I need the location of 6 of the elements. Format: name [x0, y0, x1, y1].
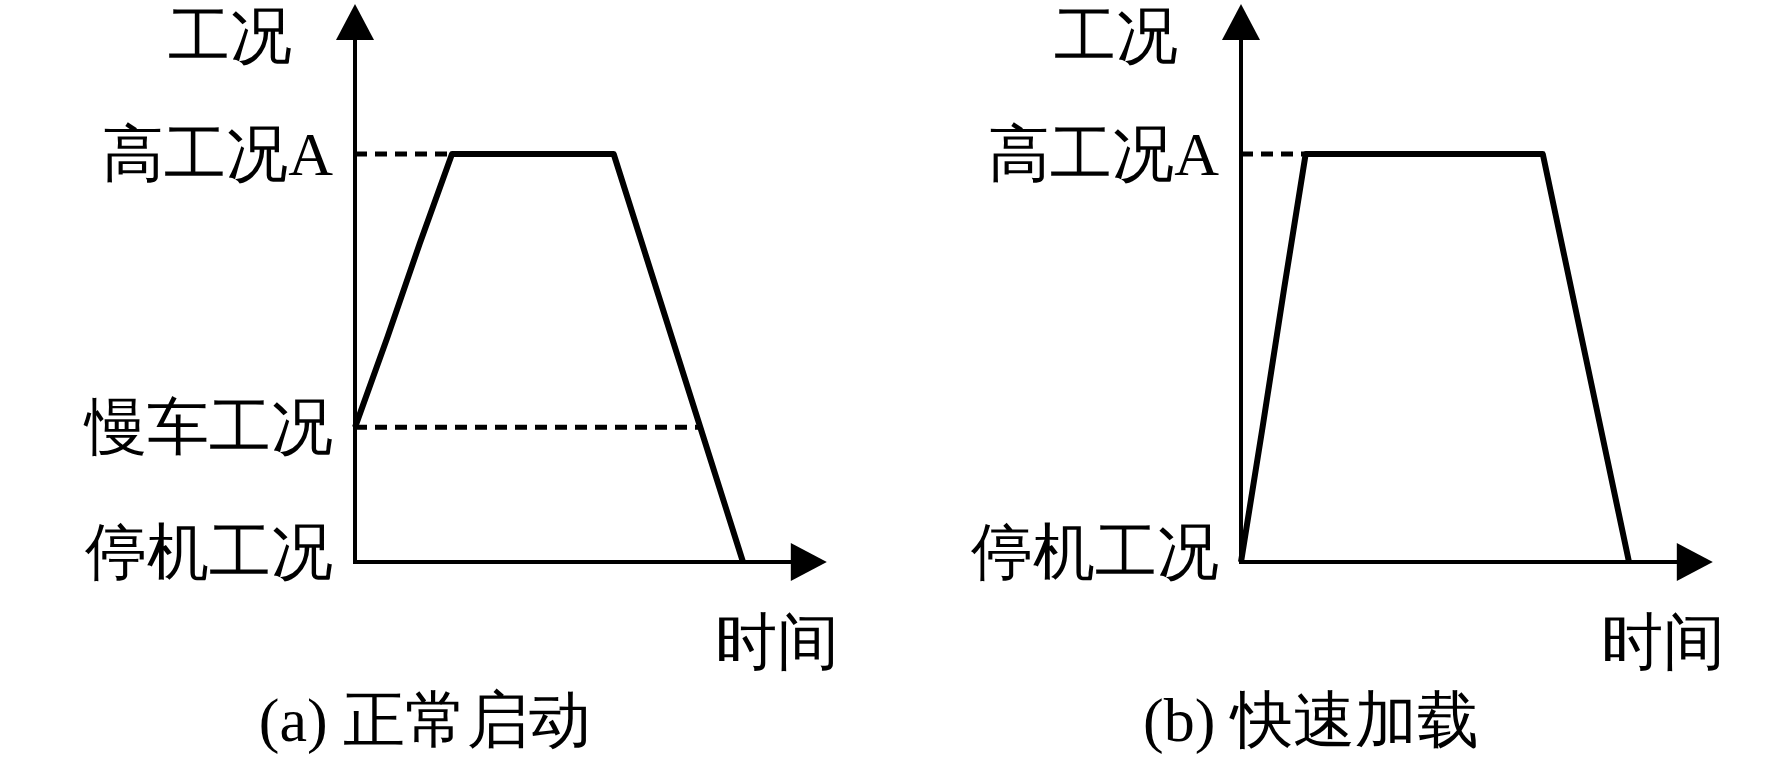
title: (a) 正常启动 [258, 686, 592, 754]
ylabel: 工况 [168, 2, 292, 70]
xlabel: 时间 [1600, 608, 1725, 676]
title: (b) 快速加载 [1143, 686, 1479, 754]
xlabel: 时间 [714, 608, 839, 676]
ylabel: 工况 [1054, 2, 1178, 70]
